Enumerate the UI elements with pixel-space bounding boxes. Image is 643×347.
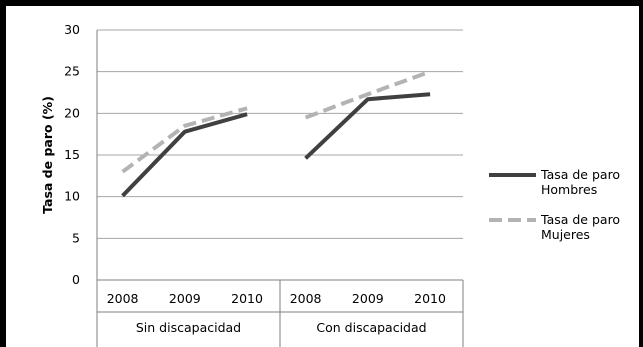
series-line-mujeres <box>304 69 431 120</box>
x-tick-label: 2008 <box>107 291 139 306</box>
x-tick-label: 2008 <box>290 291 322 306</box>
x-tick-label: 2009 <box>169 291 201 306</box>
series-line-hombres <box>304 92 431 160</box>
series-line-hombres <box>121 112 248 198</box>
y-tick-label: 10 <box>64 189 80 204</box>
legend-label: Hombres <box>541 182 597 197</box>
y-tick-label: 20 <box>64 105 80 120</box>
y-axis-label: Tasa de paro (%) <box>40 96 55 214</box>
group-label: Sin discapacidad <box>136 320 241 335</box>
y-tick-label: 30 <box>64 22 80 37</box>
x-tick-label: 2010 <box>414 291 446 306</box>
series-line-mujeres <box>121 106 248 174</box>
legend-label: Mujeres <box>541 227 590 242</box>
y-tick-label: 15 <box>64 147 80 162</box>
legend-label: Tasa de paro <box>540 212 620 227</box>
y-tick-label: 5 <box>72 230 80 245</box>
x-tick-label: 2009 <box>352 291 384 306</box>
x-tick-label: 2010 <box>231 291 263 306</box>
y-tick-label: 0 <box>72 272 80 287</box>
group-label: Con discapacidad <box>316 320 426 335</box>
y-tick-label: 25 <box>64 64 80 79</box>
legend-label: Tasa de paro <box>540 167 620 182</box>
